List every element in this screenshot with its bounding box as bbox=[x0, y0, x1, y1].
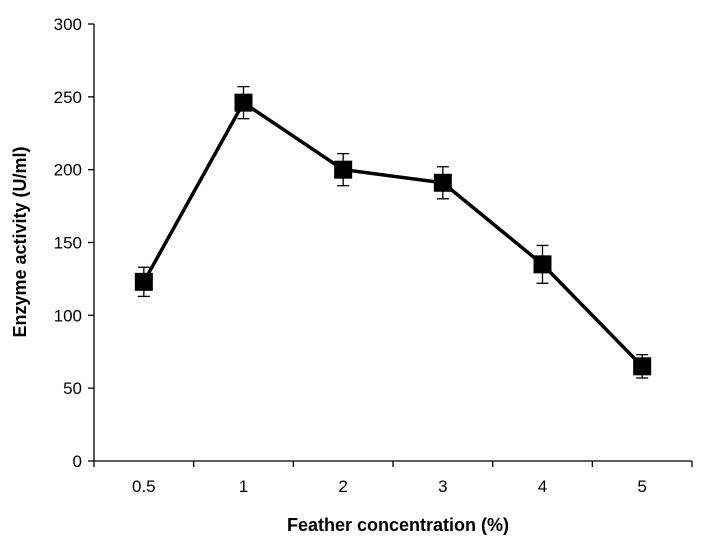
x-tick-label: 4 bbox=[538, 477, 547, 496]
y-tick-label: 50 bbox=[63, 379, 82, 398]
x-tick-label: 2 bbox=[338, 477, 347, 496]
data-point bbox=[334, 160, 353, 179]
x-tick-label: 3 bbox=[438, 477, 447, 496]
y-axis: 0 50 100 150 200 250 300 bbox=[54, 15, 95, 471]
data-point bbox=[134, 272, 153, 291]
y-axis-title: Enzyme activity (U/ml) bbox=[10, 146, 30, 337]
data-point bbox=[533, 255, 552, 274]
data-point bbox=[433, 173, 452, 192]
x-tick-label: 1 bbox=[239, 477, 248, 496]
x-axis-title: Feather concentration (%) bbox=[287, 515, 509, 535]
series-layer bbox=[134, 85, 652, 379]
data-point bbox=[234, 93, 253, 112]
x-tick-label: 0.5 bbox=[132, 477, 156, 496]
series-line bbox=[142, 100, 644, 368]
x-tick-label: 5 bbox=[637, 477, 646, 496]
y-tick-label: 0 bbox=[73, 452, 82, 471]
y-tick-label: 100 bbox=[54, 306, 82, 325]
y-tick-label: 150 bbox=[54, 234, 82, 253]
data-point bbox=[633, 357, 652, 376]
y-tick-label: 200 bbox=[54, 161, 82, 180]
y-tick-label: 300 bbox=[54, 15, 82, 34]
x-axis: 0.5 1 2 3 4 5 bbox=[93, 460, 693, 496]
y-tick-label: 250 bbox=[54, 88, 82, 107]
